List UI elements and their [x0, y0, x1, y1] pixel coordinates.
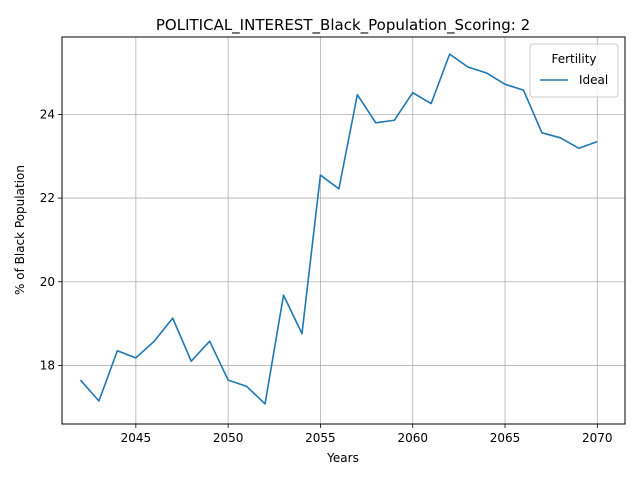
legend-label-ideal: Ideal — [579, 73, 608, 87]
x-tick-label: 2065 — [490, 431, 521, 445]
x-tick-label: 2055 — [305, 431, 336, 445]
y-tick-label: 18 — [40, 358, 55, 372]
y-axis-label: % of Black Population — [13, 165, 27, 295]
x-axis-label: Years — [326, 451, 359, 465]
x-tick-label: 2060 — [397, 431, 428, 445]
x-tick-label: 2045 — [121, 431, 152, 445]
x-tick-label: 2070 — [582, 431, 613, 445]
y-tick-label: 22 — [40, 191, 55, 205]
legend: Fertility Ideal — [530, 44, 618, 97]
x-tick-label: 2050 — [213, 431, 244, 445]
y-tick-label: 24 — [40, 107, 55, 121]
legend-title: Fertility — [551, 52, 596, 66]
chart-title: POLITICAL_INTEREST_Black_Population_Scor… — [156, 16, 530, 35]
y-tick-label: 20 — [40, 275, 55, 289]
